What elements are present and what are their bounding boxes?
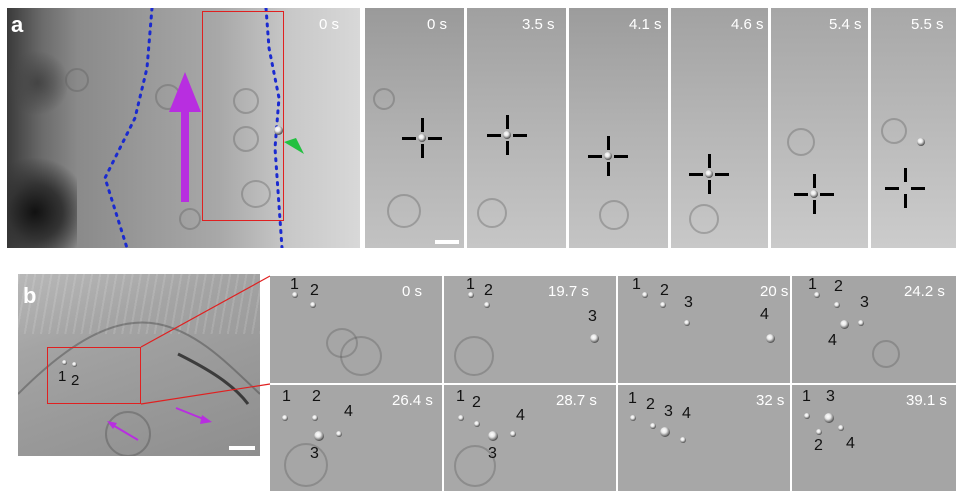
panel-a-flow-arrow <box>169 72 201 202</box>
bead-label: 2 <box>312 388 321 405</box>
panel-a-region-box <box>202 11 284 221</box>
bead-label: 1 <box>802 388 811 405</box>
bead-label: 1 <box>632 276 641 293</box>
frame-time-label: 0 s <box>402 283 423 300</box>
bead-label: 4 <box>846 435 855 452</box>
frame-time-label: 19.7 s <box>548 283 589 300</box>
bead-label: 3 <box>684 294 693 311</box>
frame-time-label: 20 s <box>760 283 789 300</box>
bead-label: 2 <box>646 396 655 413</box>
panel-a-frame: 0 s <box>365 8 464 248</box>
bead-label: 3 <box>310 445 319 462</box>
frame-time-label: 26.4 s <box>392 392 433 409</box>
bead-label: 4 <box>516 407 525 424</box>
bead-label: 2 <box>472 394 481 411</box>
bead-label: 1 <box>58 368 67 385</box>
frame-time-label: 32 s <box>756 392 785 409</box>
bead-label: 4 <box>682 405 691 422</box>
panel-b-frame: 1 2 3 19.7 s <box>444 276 616 383</box>
panel-b-frame: 1 2 3 4 20 s <box>618 276 790 383</box>
frame-time-label: 3.5 s <box>522 16 555 33</box>
bead-label: 4 <box>760 306 769 323</box>
frame-time-label: 24.2 s <box>904 283 945 300</box>
bead-label: 3 <box>488 445 497 462</box>
bead-label: 1 <box>282 388 291 405</box>
panel-a-frame: 3.5 s <box>467 8 566 248</box>
panel-b-frame: 1 2 3 4 24.2 s <box>792 276 956 383</box>
frame-time-label: 5.4 s <box>829 16 862 33</box>
panel-b-scale-bar <box>229 446 255 450</box>
panel-b-overview-image: 1 2 <box>18 274 260 456</box>
panel-a-overview-image: 0 s <box>7 8 360 248</box>
bead-label: 1 <box>628 390 637 407</box>
panel-b-frame: 1 2 4 3 28.7 s <box>444 385 616 491</box>
panel-a-frame: 4.6 s <box>671 8 768 248</box>
bead-label: 1 <box>466 276 475 293</box>
panel-a-dotted-boundaries <box>103 8 284 248</box>
bead-label: 3 <box>826 388 835 405</box>
bead-label: 4 <box>828 332 837 349</box>
bead-label: 2 <box>310 282 319 299</box>
panel-b-flow-arrows <box>107 407 212 441</box>
bead-label: 1 <box>290 276 299 293</box>
bead-label: 2 <box>814 437 823 454</box>
panel-a-overview-time: 0 s <box>319 16 340 33</box>
panel-a-green-pointer <box>284 138 304 154</box>
panel-b-frame: 1 2 4 3 26.4 s <box>270 385 442 491</box>
bead-label: 3 <box>588 308 597 325</box>
panel-a-frame: 5.4 s <box>771 8 868 248</box>
panel-a-scale-bar <box>435 240 459 244</box>
frame-time-label: 5.5 s <box>911 16 944 33</box>
panel-b-frame: 1 2 3 4 32 s <box>618 385 790 491</box>
panel-a-frame: 4.1 s <box>569 8 668 248</box>
bead-label: 2 <box>484 282 493 299</box>
frame-time-label: 4.1 s <box>629 16 662 33</box>
panel-a-frame: 5.5 s <box>871 8 956 248</box>
panel-b-frame: 1 2 0 s <box>270 276 442 383</box>
panel-b-region-box <box>47 347 141 404</box>
bead-label: 3 <box>860 294 869 311</box>
panel-b-letter: b <box>23 283 37 308</box>
bead-label: 2 <box>834 278 843 295</box>
panel-a-letter: a <box>11 12 24 37</box>
panel-a-bead <box>274 126 283 135</box>
frame-time-label: 0 s <box>427 16 448 33</box>
bead-label: 1 <box>808 276 817 293</box>
frame-time-label: 28.7 s <box>556 392 597 409</box>
bead-label: 2 <box>71 372 80 389</box>
bead-label: 3 <box>664 403 673 420</box>
frame-time-label: 39.1 s <box>906 392 947 409</box>
panel-b-frame: 1 3 2 4 39.1 s <box>792 385 956 491</box>
bead-label: 2 <box>660 282 669 299</box>
bead-label: 1 <box>456 388 465 405</box>
bead-label: 4 <box>344 403 353 420</box>
frame-time-label: 4.6 s <box>731 16 764 33</box>
